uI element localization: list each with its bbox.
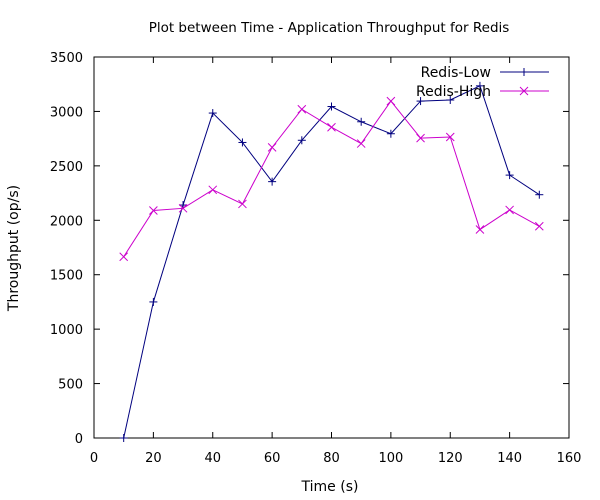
x-tick-label: 60 [264, 451, 281, 466]
data-point-redis-high [149, 206, 158, 215]
data-point-redis-low [268, 177, 277, 186]
data-point-redis-low [208, 109, 217, 118]
marker-stroke-antidiagonal [386, 96, 396, 106]
data-point-redis-low [238, 138, 247, 147]
x-tick-label: 80 [323, 451, 340, 466]
x-axis: 0 20 40 60 80 100 120 140 160 [90, 57, 582, 466]
marker-stroke-antidiagonal [178, 203, 188, 213]
plot-area-frame [93, 56, 570, 439]
data-point-redis-low [119, 434, 128, 442]
y-tick-label: 1500 [50, 269, 83, 284]
y-tick-label: 2000 [50, 214, 83, 229]
marker-stroke-antidiagonal [475, 225, 485, 234]
data-point-redis-high [416, 133, 425, 143]
data-point-redis-high [445, 132, 455, 142]
y-axis: 0 500 1000 1500 2000 2500 3000 3500 [50, 51, 569, 447]
legend-item-redis-low: Redis-Low [421, 65, 549, 81]
marker-stroke-antidiagonal [356, 139, 366, 148]
legend-marker [519, 86, 529, 96]
data-point-redis-low [149, 297, 158, 306]
chart-title: Plot between Time - Application Throughp… [149, 20, 510, 36]
y-tick-label: 1000 [50, 323, 83, 338]
data-point-redis-high [208, 185, 218, 195]
data-point-redis-low [475, 81, 484, 90]
data-point-redis-high [178, 203, 188, 213]
data-point-redis-low [446, 95, 455, 104]
data-point-redis-high [327, 122, 336, 132]
series-line-redis-high [123, 100, 540, 258]
data-point-redis-high [475, 225, 485, 234]
x-tick-label: 40 [204, 451, 221, 466]
marker-stroke-antidiagonal [267, 142, 277, 152]
data-point-redis-low [297, 136, 306, 145]
marker-stroke-antidiagonal [534, 221, 544, 231]
marker-stroke-antidiagonal [208, 185, 218, 195]
legend-label: Redis-Low [421, 65, 491, 81]
data-point-redis-high [356, 139, 366, 148]
data-point-redis-high [505, 205, 514, 215]
marker-stroke-antidiagonal [505, 205, 514, 215]
y-tick-label: 500 [58, 378, 83, 393]
data-point-redis-low [327, 102, 336, 111]
y-tick-label: 0 [75, 432, 83, 447]
data-point-redis-high [267, 142, 277, 152]
x-tick-label: 100 [378, 451, 403, 466]
x-tick-label: 120 [438, 451, 463, 466]
marker-stroke-antidiagonal [119, 252, 129, 262]
x-tick-label: 20 [145, 451, 162, 466]
data-point-redis-high [386, 96, 396, 106]
data-point-redis-low [535, 190, 544, 199]
legend-item-redis-high: Redis-High [416, 84, 549, 100]
marker-stroke-antidiagonal [416, 133, 425, 143]
marker-stroke-antidiagonal [149, 206, 158, 215]
data-point-redis-high [297, 104, 307, 114]
marker-stroke-antidiagonal [297, 104, 307, 114]
series-layer [119, 81, 544, 442]
x-tick-label: 140 [497, 451, 522, 466]
y-tick-label: 3500 [50, 51, 83, 66]
data-point-redis-low [416, 97, 425, 106]
series-line-redis-low [123, 85, 540, 439]
x-axis-label: Time (s) [301, 479, 359, 495]
legend-label: Redis-High [416, 84, 491, 100]
x-tick-label: 160 [557, 451, 582, 466]
series-redis-high [119, 96, 544, 262]
x-tick-label: 0 [90, 451, 98, 466]
data-point-redis-low [386, 129, 395, 138]
data-point-redis-high [534, 221, 544, 231]
legend-marker [520, 68, 528, 76]
marker-stroke-antidiagonal [445, 132, 455, 142]
marker-stroke-antidiagonal [238, 199, 247, 209]
series-redis-low [119, 81, 544, 442]
marker-stroke-antidiagonal [327, 122, 336, 132]
data-point-redis-low [357, 117, 366, 126]
legend: Redis-Low Redis-High [416, 65, 549, 100]
data-point-redis-high [119, 252, 129, 262]
y-tick-label: 3000 [50, 105, 83, 120]
data-point-redis-low [505, 171, 514, 180]
y-tick-label: 2500 [50, 160, 83, 175]
data-point-redis-high [238, 199, 247, 209]
y-axis-label: Throughput (op/s) [6, 185, 22, 312]
marker-stroke-antidiagonal [519, 86, 529, 96]
